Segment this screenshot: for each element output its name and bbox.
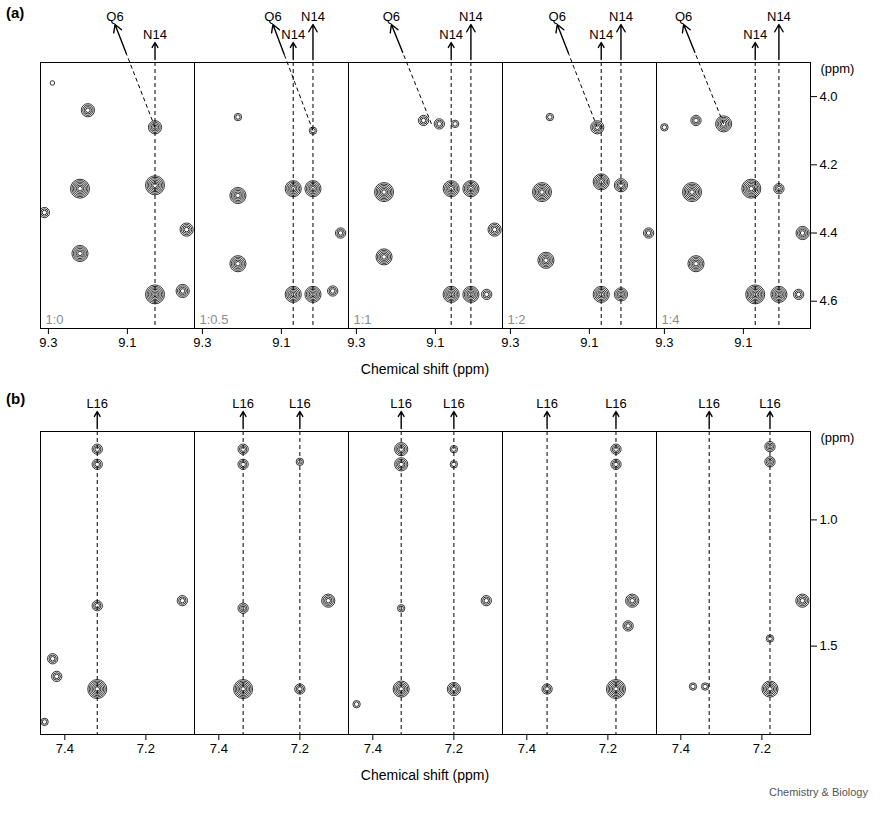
svg-text:Q6: Q6 xyxy=(264,9,281,24)
html-text:(a): (a) xyxy=(6,4,25,21)
svg-text:1:0.5: 1:0.5 xyxy=(200,312,229,327)
svg-text:L16: L16 xyxy=(232,396,254,411)
svg-text:L16: L16 xyxy=(605,396,627,411)
svg-text:L16: L16 xyxy=(390,396,412,411)
svg-text:N14: N14 xyxy=(439,27,463,42)
svg-text:Q6: Q6 xyxy=(106,9,123,24)
svg-text:7.2: 7.2 xyxy=(137,741,155,756)
svg-text:1:2: 1:2 xyxy=(508,312,526,327)
svg-text:7.4: 7.4 xyxy=(518,741,536,756)
svg-text:N14: N14 xyxy=(143,27,167,42)
svg-text:1:0: 1:0 xyxy=(46,312,64,327)
svg-text:N14: N14 xyxy=(767,9,791,24)
svg-text:L16: L16 xyxy=(86,396,108,411)
svg-text:L16: L16 xyxy=(289,396,311,411)
svg-text:L16: L16 xyxy=(759,396,781,411)
svg-text:9.1: 9.1 xyxy=(426,335,444,350)
svg-text:7.2: 7.2 xyxy=(753,741,771,756)
svg-text:9.3: 9.3 xyxy=(501,335,519,350)
svg-text:1:1: 1:1 xyxy=(354,312,372,327)
svg-text:Q6: Q6 xyxy=(675,9,692,24)
svg-text:L16: L16 xyxy=(443,396,465,411)
svg-text:7.4: 7.4 xyxy=(672,741,690,756)
svg-text:7.4: 7.4 xyxy=(210,741,228,756)
html-text:Chemical shift (ppm): Chemical shift (ppm) xyxy=(360,361,490,377)
svg-text:Q6: Q6 xyxy=(383,9,400,24)
svg-text:N14: N14 xyxy=(459,9,483,24)
svg-text:4.2: 4.2 xyxy=(820,157,838,172)
svg-text:Q6: Q6 xyxy=(549,9,566,24)
svg-text:(ppm): (ppm) xyxy=(821,430,855,445)
svg-text:9.1: 9.1 xyxy=(734,335,752,350)
svg-text:9.1: 9.1 xyxy=(118,335,136,350)
svg-text:L16: L16 xyxy=(698,396,720,411)
svg-text:7.2: 7.2 xyxy=(291,741,309,756)
svg-text:N14: N14 xyxy=(301,9,325,24)
svg-text:4.6: 4.6 xyxy=(820,293,838,308)
svg-text:7.4: 7.4 xyxy=(56,741,74,756)
svg-text:1:4: 1:4 xyxy=(662,312,680,327)
svg-text:9.3: 9.3 xyxy=(193,335,211,350)
svg-text:7.2: 7.2 xyxy=(445,741,463,756)
svg-text:9.3: 9.3 xyxy=(655,335,673,350)
svg-text:1.5: 1.5 xyxy=(820,638,838,653)
svg-text:1.0: 1.0 xyxy=(820,512,838,527)
html-text:Chemical shift (ppm): Chemical shift (ppm) xyxy=(360,767,490,783)
svg-text:9.3: 9.3 xyxy=(39,335,57,350)
svg-text:4.4: 4.4 xyxy=(820,225,838,240)
svg-text:L16: L16 xyxy=(536,396,558,411)
svg-text:9.1: 9.1 xyxy=(272,335,290,350)
svg-text:4.0: 4.0 xyxy=(820,89,838,104)
svg-text:(ppm): (ppm) xyxy=(821,61,855,76)
svg-text:7.4: 7.4 xyxy=(364,741,382,756)
svg-text:N14: N14 xyxy=(743,27,767,42)
svg-text:N14: N14 xyxy=(609,9,633,24)
svg-text:9.1: 9.1 xyxy=(580,335,598,350)
html-text:(b): (b) xyxy=(6,390,26,407)
html-text:Chemistry & Biology: Chemistry & Biology xyxy=(769,786,868,798)
svg-text:N14: N14 xyxy=(281,27,305,42)
svg-text:7.2: 7.2 xyxy=(599,741,617,756)
svg-text:N14: N14 xyxy=(589,27,613,42)
svg-text:9.3: 9.3 xyxy=(347,335,365,350)
